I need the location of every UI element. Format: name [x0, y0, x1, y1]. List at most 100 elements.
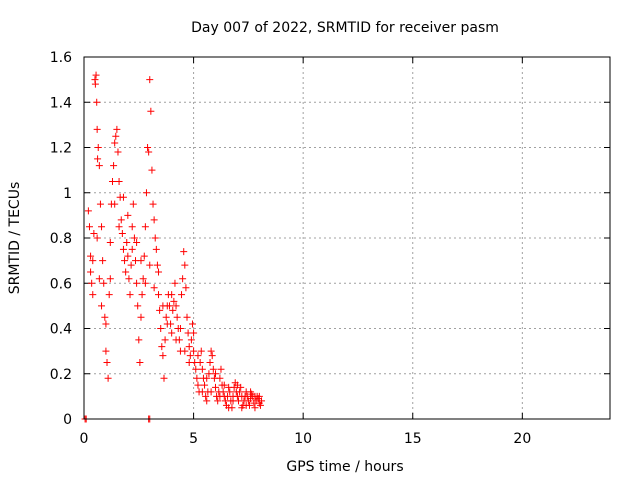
data-point: [182, 284, 190, 292]
data-point: [173, 313, 181, 321]
data-point: [98, 302, 106, 310]
data-point: [202, 392, 210, 400]
data-point: [150, 284, 158, 292]
data-point: [165, 302, 173, 310]
data-point: [96, 200, 104, 208]
data-point: [136, 358, 144, 366]
data-point: [188, 320, 196, 328]
data-point: [242, 401, 250, 409]
data-point: [118, 229, 126, 237]
data-point: [101, 313, 109, 321]
data-point: [91, 80, 99, 88]
y-tick-label: 1.2: [50, 141, 72, 157]
data-point: [176, 325, 184, 332]
data-point: [258, 397, 266, 405]
data-point: [103, 358, 111, 366]
data-point: [185, 343, 193, 351]
data-point: [156, 306, 164, 314]
data-point: [203, 374, 211, 382]
data-point: [186, 352, 194, 360]
data-point: [111, 200, 119, 208]
data-point: [212, 383, 219, 391]
data-point: [233, 381, 241, 389]
x-axis-label: GPS time / hours: [286, 459, 403, 475]
data-point: [151, 234, 159, 242]
data-point: [87, 268, 95, 276]
data-point: [183, 313, 191, 321]
data-point: [190, 347, 198, 355]
data-point: [95, 275, 103, 283]
data-point: [187, 336, 195, 344]
data-point: [125, 275, 133, 283]
data-point: [256, 401, 264, 409]
data-point: [144, 144, 152, 151]
data-point: [124, 211, 132, 219]
data-point: [137, 313, 145, 321]
data-point: [145, 148, 153, 156]
x-tick-label: 0: [80, 431, 89, 447]
data-point: [95, 162, 103, 170]
data-point: [201, 381, 209, 389]
data-point: [93, 234, 101, 242]
data-point: [168, 291, 176, 299]
x-tick-label: 15: [404, 431, 422, 447]
data-point: [141, 223, 149, 231]
data-points: [81, 71, 266, 423]
axis-ticks: 0 5 10 15 20 0 0.2 0.4 0.6 0.8 1 1.2 1.4 1.6: [50, 50, 610, 447]
data-point: [106, 275, 114, 283]
data-point: [94, 144, 102, 151]
data-point: [208, 352, 216, 360]
data-point: [113, 125, 121, 133]
data-point: [217, 365, 225, 373]
y-tick-label: 0: [63, 412, 72, 428]
data-point: [99, 257, 107, 265]
data-point: [121, 257, 129, 265]
data-point: [236, 388, 244, 396]
data-point: [198, 388, 206, 396]
y-tick-label: 1.4: [50, 95, 72, 111]
data-point: [85, 223, 93, 231]
data-point: [238, 404, 246, 412]
data-point: [159, 302, 167, 310]
data-point: [168, 329, 176, 337]
x-tick-label: 5: [189, 431, 198, 447]
data-point: [102, 347, 110, 355]
data-point: [128, 245, 136, 253]
data-point: [162, 313, 170, 321]
data-point: [105, 291, 113, 299]
data-point: [171, 279, 179, 287]
data-point: [225, 404, 233, 412]
data-point: [216, 392, 224, 400]
data-point: [119, 193, 127, 201]
data-point: [198, 365, 206, 373]
data-point: [185, 358, 193, 366]
y-tick-label: 1: [63, 186, 72, 202]
data-point: [194, 352, 202, 360]
data-point: [93, 125, 101, 133]
x-tick-label: 20: [513, 431, 531, 447]
data-point: [89, 257, 97, 265]
data-point: [157, 325, 165, 332]
data-point: [94, 155, 102, 163]
y-tick-label: 0.2: [50, 367, 72, 383]
data-point: [112, 132, 120, 140]
data-point: [152, 245, 160, 253]
data-point: [197, 347, 205, 355]
data-point: [130, 234, 138, 242]
data-point: [134, 302, 142, 310]
data-point: [192, 365, 200, 373]
data-point: [115, 223, 123, 231]
data-point: [98, 223, 106, 231]
x-tick-label: 10: [294, 431, 312, 447]
data-point: [123, 239, 131, 247]
grid: [84, 57, 610, 419]
data-point: [194, 381, 202, 389]
data-point: [216, 374, 224, 382]
data-point: [163, 320, 171, 328]
data-point: [190, 329, 198, 337]
data-point: [229, 397, 237, 405]
data-point: [181, 347, 189, 355]
y-axis-label: SRMTID / TECUs: [7, 182, 23, 295]
data-point: [88, 279, 96, 287]
data-point: [133, 239, 141, 247]
